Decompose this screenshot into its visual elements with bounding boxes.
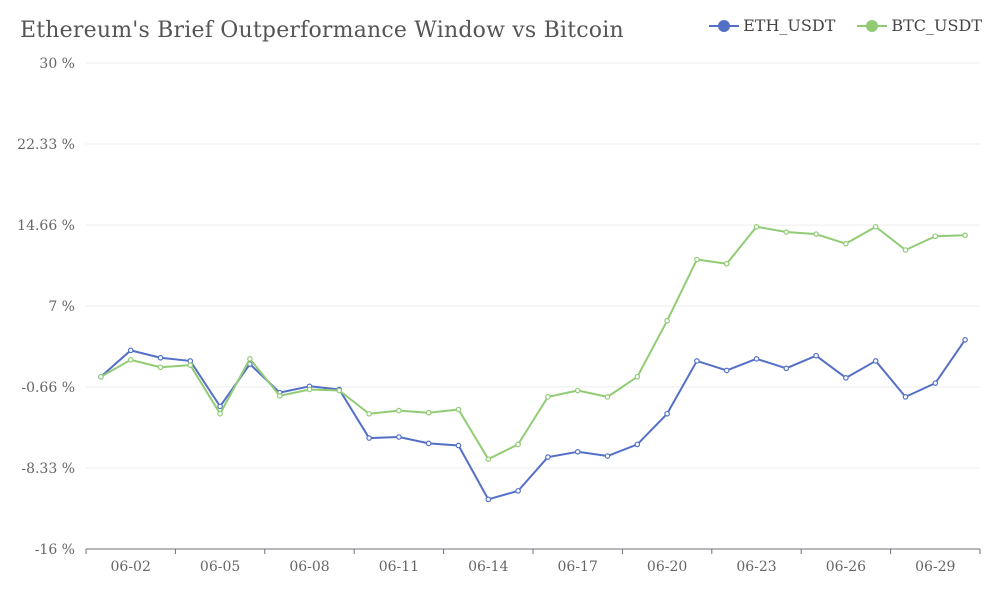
data-point-eth-usdt-06-27 <box>872 358 879 364</box>
data-point-btc-usdt-06-09 <box>336 387 343 394</box>
data-point-eth-usdt-06-16 <box>545 454 551 460</box>
data-point-eth-usdt-06-24 <box>783 365 790 372</box>
data-point-eth-usdt-06-21 <box>694 358 700 364</box>
data-point-btc-usdt-06-13 <box>455 406 462 413</box>
data-point-btc-usdt-06-04 <box>187 362 194 368</box>
data-point-eth-usdt-06-30 <box>962 337 968 343</box>
data-point-btc-usdt-06-26 <box>843 240 849 247</box>
data-point-btc-usdt-06-11 <box>396 407 402 414</box>
legend-item-eth[interactable]: ETH_USDT <box>709 16 835 35</box>
data-point-eth-usdt-06-23 <box>753 356 760 362</box>
series-line-eth-usdt <box>99 338 967 501</box>
data-point-btc-usdt-06-07 <box>276 393 283 399</box>
data-point-eth-usdt-06-17 <box>574 448 581 455</box>
x-tick-label-06-20: 06-20 <box>647 559 687 575</box>
data-point-btc-usdt-06-08 <box>306 386 313 393</box>
data-point-eth-usdt-06-12 <box>425 440 432 447</box>
data-point-btc-usdt-06-21 <box>694 256 700 263</box>
x-tick-label-06-05: 06-05 <box>200 559 240 575</box>
data-point-eth-usdt-06-15 <box>515 488 521 494</box>
y-tick-label-6: 30 % <box>39 56 75 72</box>
data-point-btc-usdt-06-20 <box>664 317 670 324</box>
x-tick-label-06-17: 06-17 <box>558 559 598 575</box>
data-point-eth-usdt-06-03 <box>157 354 164 361</box>
data-point-eth-usdt-06-29 <box>932 380 939 386</box>
y-tick-label-3: 7 % <box>48 299 75 315</box>
data-point-eth-usdt-06-11 <box>396 434 402 440</box>
data-point-btc-usdt-06-01 <box>98 373 104 380</box>
data-point-btc-usdt-06-16 <box>545 394 551 400</box>
data-point-btc-usdt-06-17 <box>574 387 581 394</box>
data-point-eth-usdt-06-05 <box>217 403 223 410</box>
data-point-btc-usdt-06-10 <box>366 410 372 417</box>
data-point-btc-usdt-06-14 <box>485 456 492 462</box>
data-point-eth-usdt-06-25 <box>813 352 819 359</box>
series-line-btc-usdt <box>99 225 967 461</box>
data-point-btc-usdt-06-19 <box>634 373 641 380</box>
data-point-eth-usdt-06-10 <box>366 435 372 441</box>
x-tick-label-06-23: 06-23 <box>736 559 776 575</box>
x-tick-label-06-11: 06-11 <box>379 559 419 575</box>
data-point-eth-usdt-06-22 <box>723 367 730 374</box>
x-tick-label-06-26: 06-26 <box>826 559 866 575</box>
chart-title: Ethereum's Brief Outperformance Window v… <box>20 18 624 43</box>
legend-swatch-eth <box>709 19 740 33</box>
data-point-eth-usdt-06-18 <box>604 453 611 459</box>
data-point-btc-usdt-06-30 <box>962 232 968 239</box>
y-tick-label-1: -8.33 % <box>21 461 75 477</box>
y-tick-label-4: 14.66 % <box>17 218 75 234</box>
data-point-btc-usdt-06-05 <box>217 410 223 417</box>
y-tick-label-0: -16 % <box>35 542 75 558</box>
data-point-btc-usdt-06-18 <box>604 394 611 400</box>
data-point-btc-usdt-06-29 <box>932 233 939 240</box>
data-point-btc-usdt-06-24 <box>783 229 790 235</box>
y-tick-label-5: 22.33 % <box>17 137 75 153</box>
data-point-btc-usdt-06-12 <box>425 409 432 416</box>
legend-item-btc[interactable]: BTC_USDT <box>857 16 982 35</box>
data-point-eth-usdt-06-19 <box>634 441 641 448</box>
legend: ETH_USDT BTC_USDT <box>709 16 982 35</box>
x-tick-label-06-14: 06-14 <box>468 559 508 575</box>
y-tick-label-2: -0.66 % <box>21 380 75 396</box>
legend-label-btc: BTC_USDT <box>891 16 982 35</box>
data-point-btc-usdt-06-22 <box>723 260 730 267</box>
data-point-eth-usdt-06-26 <box>843 375 849 381</box>
data-point-btc-usdt-06-27 <box>872 223 879 230</box>
data-point-eth-usdt-06-14 <box>485 496 492 503</box>
data-point-btc-usdt-06-25 <box>813 231 819 237</box>
data-point-eth-usdt-06-20 <box>664 410 670 417</box>
data-point-btc-usdt-06-15 <box>515 441 521 448</box>
legend-label-eth: ETH_USDT <box>743 16 836 35</box>
x-tick-label-06-08: 06-08 <box>289 559 329 575</box>
x-tick-label-06-02: 06-02 <box>111 559 151 575</box>
data-point-btc-usdt-06-03 <box>157 364 164 371</box>
data-point-eth-usdt-06-02 <box>127 347 134 354</box>
data-point-btc-usdt-06-23 <box>753 223 760 230</box>
data-point-btc-usdt-06-28 <box>902 247 909 253</box>
data-point-btc-usdt-06-02 <box>127 357 134 363</box>
data-point-btc-usdt-06-06 <box>247 356 253 362</box>
x-tick-label-06-29: 06-29 <box>915 559 955 575</box>
data-point-eth-usdt-06-13 <box>455 442 462 449</box>
data-point-eth-usdt-06-28 <box>902 394 909 400</box>
legend-swatch-btc <box>857 19 888 33</box>
